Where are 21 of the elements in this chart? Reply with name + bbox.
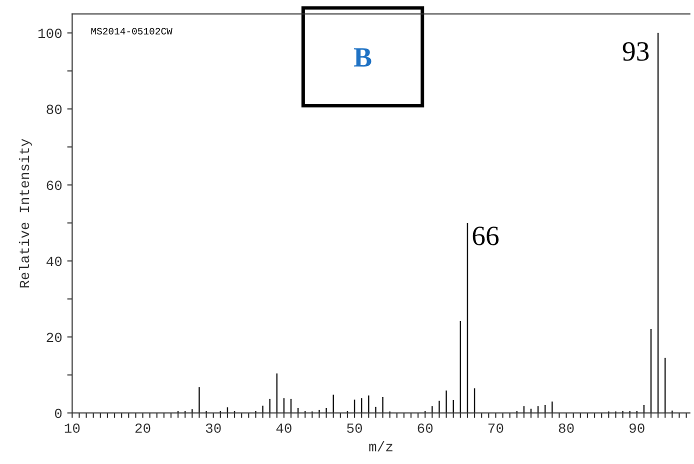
x-tick-label: 70 xyxy=(488,423,504,433)
y-tick-label: 60 xyxy=(46,180,62,190)
x-tick-label: 20 xyxy=(135,423,150,433)
annotation: MS2014-05102CW xyxy=(91,28,172,34)
y-tick-label: 80 xyxy=(46,104,62,114)
annotation: 66 xyxy=(472,226,499,246)
x-tick-label: 30 xyxy=(206,423,221,433)
x-tick-label: 50 xyxy=(347,423,362,433)
x-tick-label: 80 xyxy=(558,423,574,433)
y-axis-title: Relative Intensity xyxy=(18,138,32,288)
x-tick-label: 90 xyxy=(630,423,644,433)
y-tick-label: 100 xyxy=(38,28,62,38)
x-axis-title: m/z xyxy=(369,441,392,452)
y-tick-label: 20 xyxy=(46,332,62,342)
x-tick-label: 40 xyxy=(276,423,292,433)
y-tick-label: 40 xyxy=(46,256,62,266)
annotation: 93 xyxy=(622,42,649,61)
x-tick-label: 60 xyxy=(418,423,433,433)
annotation: B xyxy=(354,48,372,67)
x-tick-label: 10 xyxy=(64,423,80,433)
y-tick-label: 0 xyxy=(54,408,62,418)
